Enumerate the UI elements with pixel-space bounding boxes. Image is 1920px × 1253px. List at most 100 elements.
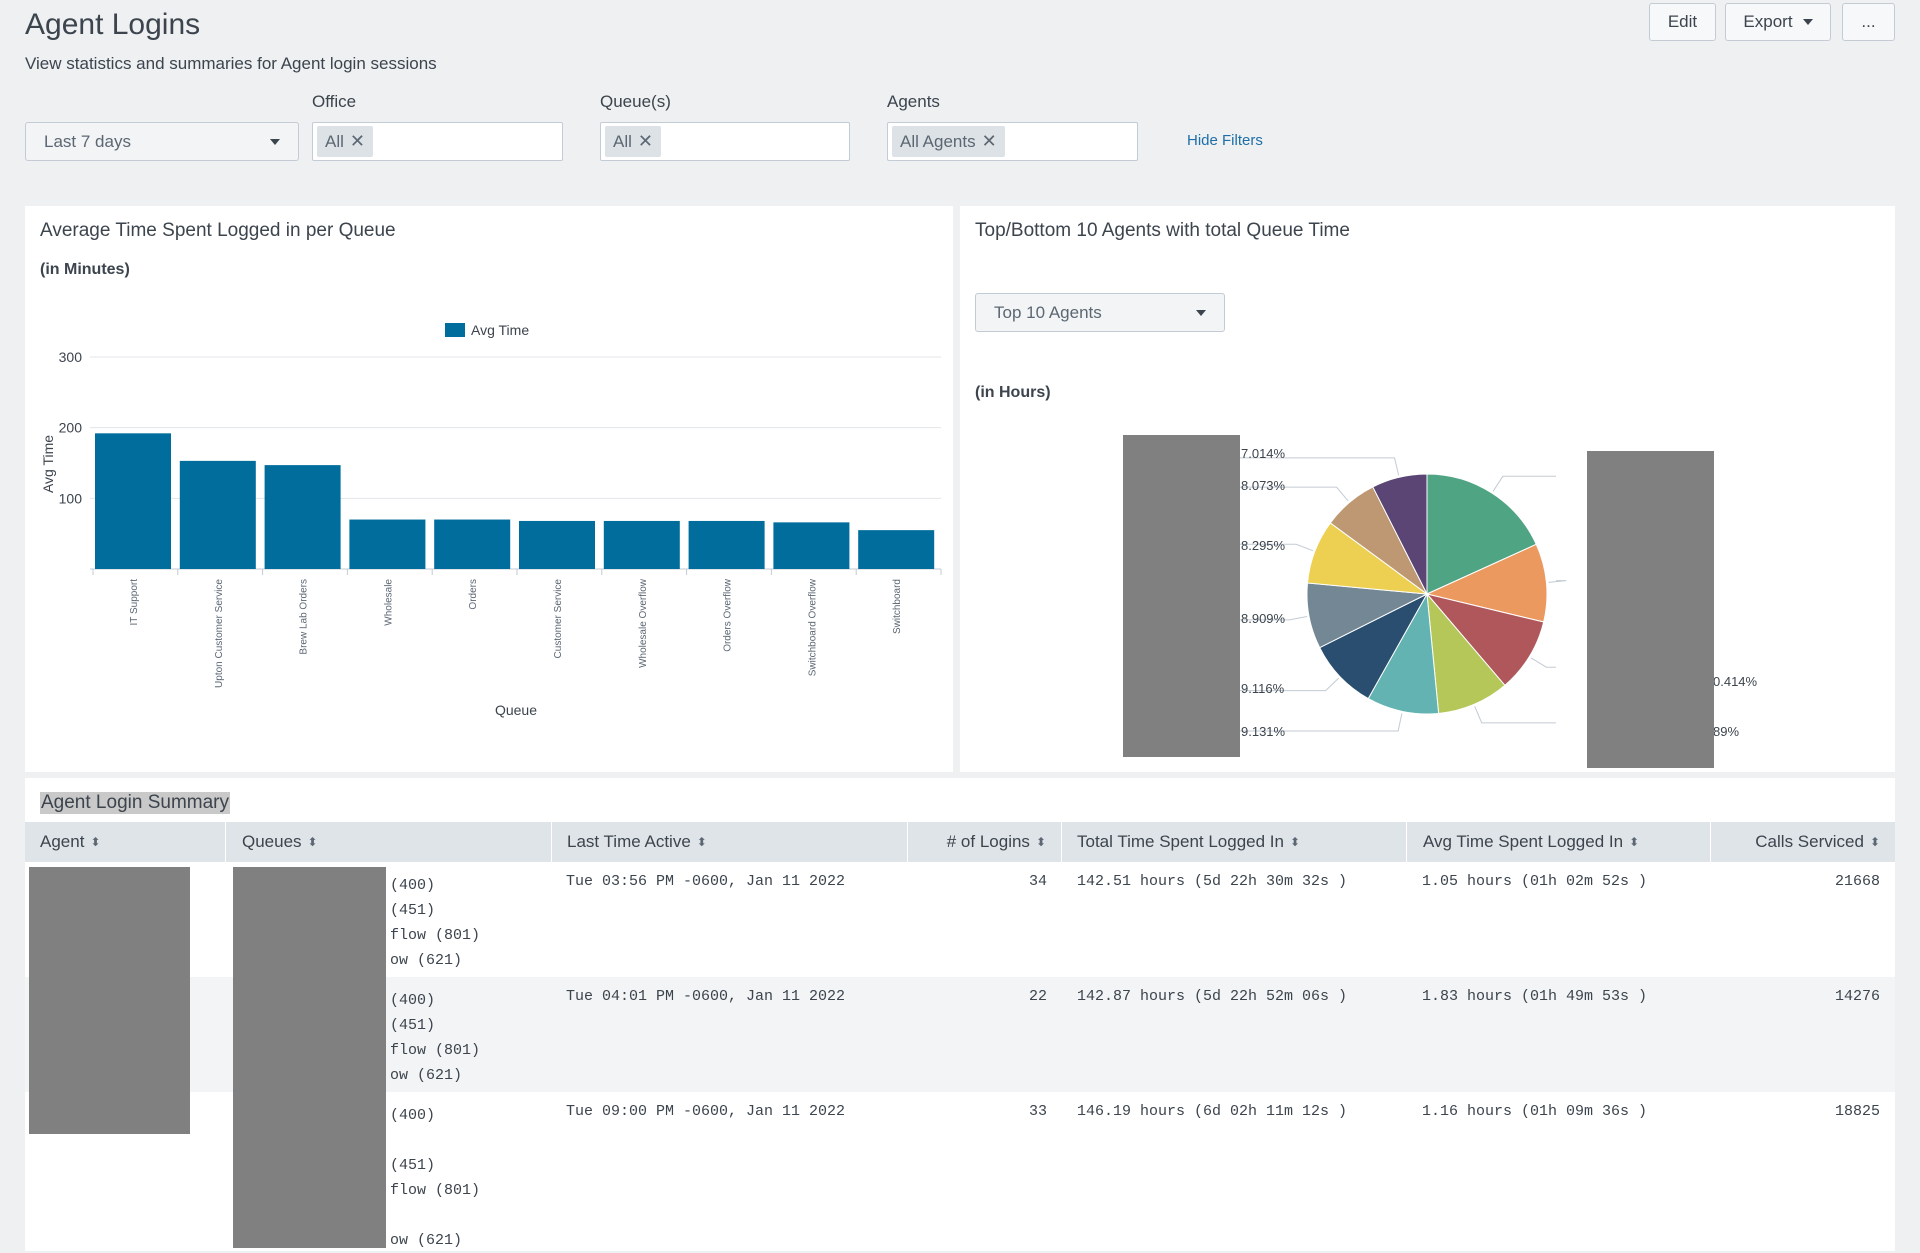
queue-entry: (400)	[390, 1107, 436, 1124]
queues-chip-label: All	[613, 131, 632, 151]
pie-slice	[1426, 592, 1506, 714]
queues-chip[interactable]: All ✕	[605, 126, 661, 157]
agents-multiselect[interactable]: All Agents ✕	[887, 122, 1138, 161]
remove-icon[interactable]: ✕	[981, 131, 997, 151]
redaction-block	[29, 867, 190, 1134]
queue-entry: flow (801)	[390, 1182, 481, 1199]
leader-line	[1240, 457, 1400, 476]
bar-chart-subtitle: (in Minutes)	[40, 261, 130, 278]
office-label: Office	[312, 92, 357, 111]
x-tick-label: Brew Lab Orders	[299, 579, 310, 655]
leader-line	[1240, 486, 1349, 502]
calls-cell: 14276	[1834, 988, 1880, 1005]
bar-chart-panel: Average Time Spent Logged in per Queue (…	[25, 206, 953, 772]
queue-entry: flow (801)	[390, 1042, 481, 1059]
pie-chart-panel: Top/Bottom 10 Agents with total Queue Ti…	[960, 206, 1895, 772]
bar	[603, 520, 680, 569]
total-time-cell: 146.19 hours (6d 02h 11m 12s )	[1077, 1103, 1348, 1120]
column-header-logins[interactable]: # of Logins ⬍	[908, 822, 1062, 862]
sort-icon[interactable]: ⬍	[1629, 835, 1640, 849]
queues-label: Queue(s)	[600, 92, 671, 111]
office-chip[interactable]: All ✕	[317, 126, 373, 157]
bar	[688, 520, 765, 569]
slice-label: 7.014%	[1241, 446, 1286, 461]
redaction-block	[1587, 451, 1714, 768]
remove-icon[interactable]: ✕	[349, 131, 365, 151]
leader-line	[1240, 543, 1314, 552]
redaction-block	[233, 867, 386, 1248]
bar	[179, 460, 256, 569]
top-bottom-select[interactable]: Top 10 Agents	[975, 293, 1225, 332]
bar	[264, 465, 341, 569]
office-multiselect[interactable]: All ✕	[312, 122, 563, 161]
agents-chip[interactable]: All Agents ✕	[892, 126, 1005, 157]
last-active-cell: Tue 04:01 PM -0600, Jan 11 2022	[566, 988, 846, 1005]
legend-swatch	[445, 323, 465, 337]
column-header-avg-time[interactable]: Avg Time Spent Logged In ⬍	[1407, 822, 1711, 862]
column-label: Queues	[242, 832, 302, 851]
summary-title: Agent Login Summary	[40, 792, 230, 814]
sort-icon[interactable]: ⬍	[1869, 835, 1880, 849]
queue-entry: (400)	[390, 992, 436, 1009]
column-label: Total Time Spent Logged In	[1077, 832, 1284, 851]
leader-line	[1240, 713, 1403, 732]
avg-time-cell: 1.16 hours (01h 09m 36s )	[1422, 1103, 1648, 1120]
calls-cell: 18825	[1834, 1103, 1880, 1120]
sort-icon[interactable]: ⬍	[696, 835, 707, 849]
queue-entry: (451)	[390, 1017, 436, 1034]
column-header-last-active[interactable]: Last Time Active ⬍	[552, 822, 908, 862]
x-tick-label: Wholesale Overflow	[638, 578, 649, 668]
chevron-down-icon	[1802, 19, 1813, 25]
column-header-total-time[interactable]: Total Time Spent Logged In ⬍	[1062, 822, 1407, 862]
column-header-agent[interactable]: Agent ⬍	[25, 822, 226, 862]
y-tick-label: 100	[59, 490, 83, 506]
bar	[349, 519, 426, 569]
queues-multiselect[interactable]: All ✕	[600, 122, 850, 161]
legend-label: Avg Time	[471, 322, 529, 338]
more-button[interactable]: ...	[1842, 3, 1895, 41]
column-header-calls[interactable]: Calls Serviced ⬍	[1711, 822, 1895, 862]
queue-entry: (451)	[390, 902, 436, 919]
logins-cell: 34	[1028, 873, 1047, 890]
queue-entry: ow (621)	[390, 1067, 463, 1084]
leader-line	[1548, 580, 1567, 583]
pie-chart-title: Top/Bottom 10 Agents with total Queue Ti…	[975, 220, 1350, 241]
agents-chip-label: All Agents	[900, 131, 976, 151]
slice-label: 8.909%	[1241, 611, 1286, 626]
time-range-select[interactable]: Last 7 days	[25, 122, 299, 161]
office-chip-label: All	[325, 131, 344, 151]
calls-cell: 21668	[1834, 873, 1880, 890]
x-tick-label: Switchboard	[892, 579, 903, 634]
x-tick-label: Orders Overflow	[723, 578, 734, 652]
sort-icon[interactable]: ⬍	[1289, 835, 1301, 849]
sort-icon[interactable]: ⬍	[307, 835, 318, 849]
pie-slice	[1425, 543, 1548, 623]
bar	[434, 519, 511, 569]
queue-entry: (451)	[390, 1157, 436, 1174]
pie-slice	[1425, 593, 1545, 687]
logins-cell: 22	[1028, 988, 1047, 1005]
sort-icon[interactable]: ⬍	[90, 835, 101, 849]
pie-slice	[1372, 473, 1428, 595]
page-description: View statistics and summaries for Agent …	[25, 54, 437, 73]
y-tick-label: 200	[59, 420, 83, 436]
edit-button[interactable]: Edit	[1649, 3, 1716, 41]
avg-time-cell: 1.05 hours (01h 02m 52s )	[1422, 873, 1648, 890]
column-header-queues[interactable]: Queues ⬍	[226, 822, 552, 862]
queues-cell: (400) (451) flow (801) ow (621)	[390, 873, 480, 973]
leader-line	[1530, 657, 1556, 668]
queues-cell: (400) (451) flow (801) ow (621)	[390, 1103, 480, 1253]
export-button[interactable]: Export	[1725, 3, 1831, 41]
bar-chart-title: Average Time Spent Logged in per Queue	[40, 220, 396, 241]
hide-filters-link[interactable]: Hide Filters	[1187, 132, 1263, 149]
x-tick-label: Orders	[468, 579, 479, 610]
sort-icon[interactable]: ⬍	[1035, 835, 1046, 849]
pie-slice	[1367, 592, 1440, 715]
chevron-down-icon	[1196, 309, 1206, 316]
time-range-value: Last 7 days	[44, 131, 131, 151]
remove-icon[interactable]: ✕	[637, 131, 653, 151]
slice-label: 9.131%	[1241, 724, 1286, 739]
queue-entry: (400)	[390, 877, 436, 894]
queue-entry: ow (621)	[390, 952, 463, 969]
x-tick-label: Switchboard Overflow	[807, 578, 818, 676]
